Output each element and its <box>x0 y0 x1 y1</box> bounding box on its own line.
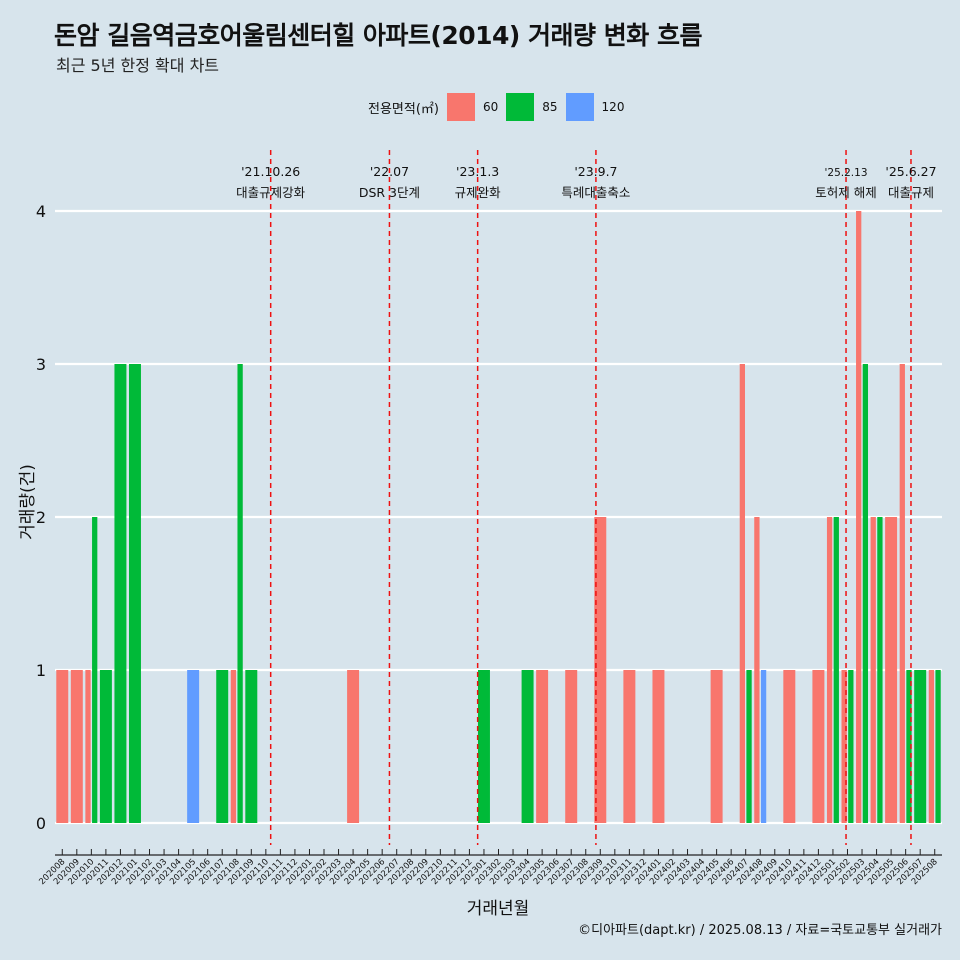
legend-item-85: 85 <box>506 93 558 121</box>
bar-202009-60 <box>70 670 83 823</box>
legend: 전용면적(㎡) 60 85 120 <box>368 93 632 121</box>
bar-202502-60 <box>841 670 847 823</box>
bar-202507-85 <box>914 670 927 823</box>
source-caption: ©디아파트(dapt.kr) / 2025.08.13 / 자료=국토교통부 실… <box>578 923 942 938</box>
bar-202412-60 <box>812 670 825 823</box>
event-date-label-2: '22.07 <box>370 164 409 179</box>
bar-202304-85 <box>521 670 534 823</box>
bar-202408-120 <box>760 670 767 823</box>
bar-202010-85 <box>92 517 98 823</box>
y-tick-label-1: 1 <box>36 661 46 680</box>
bar-202301-85 <box>477 670 490 823</box>
bar-202405-60 <box>710 670 723 823</box>
bar-202307-60 <box>565 670 578 823</box>
bar-202407-60 <box>739 364 745 823</box>
event-date-label-5: '25.2.13 <box>825 167 868 179</box>
y-tick-label-4: 4 <box>36 202 46 221</box>
bar-202108-60 <box>230 670 237 823</box>
y-tick-label-3: 3 <box>36 355 46 374</box>
event-name-label-1: 대출규제강화 <box>236 185 306 200</box>
event-name-label-3: 규제완화 <box>455 185 502 200</box>
bar-202502-85 <box>848 670 854 823</box>
legend-swatch-60 <box>446 93 475 121</box>
bar-202501-85 <box>833 517 839 823</box>
bar-202204-60 <box>347 670 360 823</box>
bar-202407-85 <box>746 670 752 823</box>
y-tick-label-2: 2 <box>36 508 46 527</box>
event-date-label-3: '23.1.3 <box>456 164 499 179</box>
event-name-label-2: DSR 3단계 <box>359 185 420 200</box>
x-axis-title: 거래년월 <box>467 899 530 919</box>
event-name-label-6: 대출규제 <box>888 185 934 200</box>
event-name-label-4: 특례대출축소 <box>561 185 630 200</box>
bar-202503-85 <box>862 364 869 823</box>
bar-202107-85 <box>216 670 229 823</box>
bar-202504-85 <box>877 517 883 823</box>
bar-202504-60 <box>870 517 876 823</box>
event-date-label-4: '23.9.7 <box>574 164 617 179</box>
chart-subtitle: 최근 5년 한정 확대 차트 <box>56 56 220 75</box>
y-axis-title: 거래량(건) <box>18 464 38 540</box>
bar-202010-60 <box>85 670 91 823</box>
bar-202311-60 <box>623 670 636 823</box>
bar-202011-85 <box>99 670 112 823</box>
bar-202508-60 <box>928 670 935 823</box>
bar-202008-60 <box>56 670 69 823</box>
bar-202408-60 <box>754 517 760 823</box>
bar-202401-60 <box>652 670 665 823</box>
bar-202109-85 <box>245 670 258 823</box>
bar-202309-60 <box>594 517 607 823</box>
bar-202506-60 <box>899 364 905 823</box>
y-tick-label-0: 0 <box>36 814 46 833</box>
legend-label-85: 85 <box>542 100 558 114</box>
bar-202305-60 <box>536 670 549 823</box>
legend-item-60: 60 <box>446 93 499 121</box>
bar-202503-60 <box>856 211 862 823</box>
bar-202505-60 <box>885 517 898 823</box>
event-date-label-1: '21.10.26 <box>241 164 300 179</box>
event-date-label-6: '25.6.27 <box>885 164 936 179</box>
bar-202506-85 <box>906 670 912 823</box>
legend-label-120: 120 <box>601 100 625 114</box>
bar-202012-85 <box>114 364 127 823</box>
legend-label-60: 60 <box>482 100 499 114</box>
bar-202108-85 <box>237 364 243 823</box>
bar-202501-60 <box>826 517 833 823</box>
legend-swatch-120 <box>565 93 594 121</box>
bar-202508-85 <box>935 670 941 823</box>
bar-202105-120 <box>187 670 200 823</box>
legend-item-120: 120 <box>565 93 625 121</box>
legend-title: 전용면적(㎡) <box>368 101 439 117</box>
legend-swatch-85 <box>506 93 535 121</box>
chart-title: 돈암 길음역금호어울림센터힐 아파트(2014) 거래량 변화 흐름 <box>54 21 702 50</box>
bar-202101-85 <box>128 364 141 823</box>
bar-202410-60 <box>783 670 796 823</box>
event-name-label-5: 토허제 해제 <box>815 185 876 200</box>
